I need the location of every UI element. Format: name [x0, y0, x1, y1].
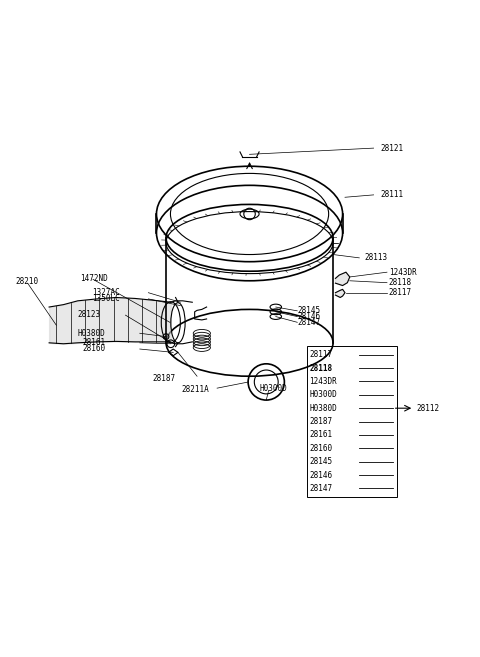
- Text: 28147: 28147: [297, 318, 320, 327]
- Text: 28145: 28145: [297, 306, 320, 315]
- Polygon shape: [336, 289, 345, 298]
- Text: 28187: 28187: [153, 374, 176, 382]
- Text: 28118: 28118: [389, 278, 412, 287]
- Text: 1243DR: 1243DR: [309, 377, 337, 386]
- Text: 28211A: 28211A: [181, 384, 209, 394]
- Text: 28161: 28161: [82, 338, 106, 347]
- Text: 1243DR: 1243DR: [389, 267, 417, 277]
- Text: 28113: 28113: [364, 254, 387, 262]
- Text: 28112: 28112: [417, 403, 440, 413]
- Text: 28147: 28147: [309, 484, 332, 493]
- Text: 28145: 28145: [309, 457, 332, 466]
- Text: 28160: 28160: [309, 443, 332, 453]
- Text: 28187: 28187: [309, 417, 332, 426]
- Text: 28146: 28146: [297, 312, 320, 321]
- Text: H0300D: H0300D: [259, 384, 287, 393]
- Text: H0380D: H0380D: [78, 328, 106, 338]
- Text: 28117: 28117: [309, 350, 332, 359]
- Text: 28118: 28118: [309, 363, 332, 373]
- Text: 1472ND: 1472ND: [80, 274, 108, 283]
- Text: 28160: 28160: [82, 344, 106, 353]
- Polygon shape: [336, 272, 350, 286]
- Text: 28111: 28111: [381, 191, 404, 199]
- Text: H0380D: H0380D: [309, 403, 337, 413]
- Text: 28146: 28146: [309, 470, 332, 480]
- Text: 28123: 28123: [78, 309, 101, 319]
- Text: 1327AC: 1327AC: [92, 288, 120, 297]
- Text: 28117: 28117: [389, 288, 412, 297]
- Text: 28161: 28161: [309, 430, 332, 440]
- Text: 28121: 28121: [381, 144, 404, 152]
- Text: 1350LC: 1350LC: [92, 294, 120, 303]
- Text: 28210: 28210: [16, 277, 39, 286]
- Text: H0300D: H0300D: [309, 390, 337, 399]
